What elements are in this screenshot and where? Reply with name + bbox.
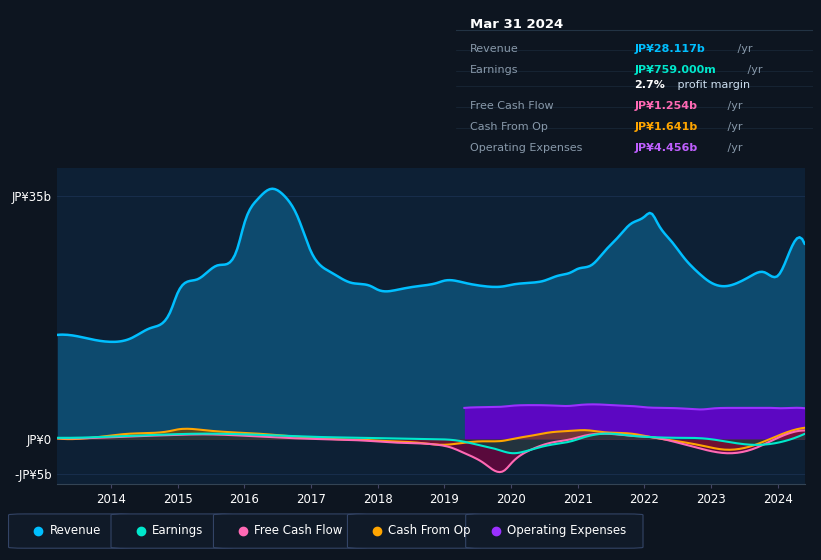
Text: Free Cash Flow: Free Cash Flow — [470, 101, 553, 111]
Text: profit margin: profit margin — [674, 80, 750, 90]
Text: JP¥4.456b: JP¥4.456b — [635, 143, 698, 153]
Text: /yr: /yr — [724, 101, 743, 111]
Text: Mar 31 2024: Mar 31 2024 — [470, 18, 563, 31]
FancyBboxPatch shape — [466, 514, 643, 548]
Text: /yr: /yr — [724, 122, 743, 132]
Text: Revenue: Revenue — [49, 524, 101, 537]
Text: Earnings: Earnings — [470, 65, 518, 74]
Text: JP¥759.000m: JP¥759.000m — [635, 65, 716, 74]
Text: 2.7%: 2.7% — [635, 80, 665, 90]
Text: Free Cash Flow: Free Cash Flow — [255, 524, 343, 537]
FancyBboxPatch shape — [8, 514, 131, 548]
Text: JP¥1.254b: JP¥1.254b — [635, 101, 697, 111]
Text: JP¥28.117b: JP¥28.117b — [635, 44, 705, 54]
Text: /yr: /yr — [744, 65, 763, 74]
Text: /yr: /yr — [724, 143, 743, 153]
Text: JP¥1.641b: JP¥1.641b — [635, 122, 698, 132]
Text: Revenue: Revenue — [470, 44, 519, 54]
FancyBboxPatch shape — [213, 514, 367, 548]
Text: Cash From Op: Cash From Op — [388, 524, 471, 537]
Text: Operating Expenses: Operating Expenses — [470, 143, 582, 153]
Text: Earnings: Earnings — [152, 524, 204, 537]
FancyBboxPatch shape — [111, 514, 233, 548]
Text: /yr: /yr — [734, 44, 753, 54]
FancyBboxPatch shape — [347, 514, 481, 548]
Text: Operating Expenses: Operating Expenses — [507, 524, 626, 537]
Text: Cash From Op: Cash From Op — [470, 122, 548, 132]
